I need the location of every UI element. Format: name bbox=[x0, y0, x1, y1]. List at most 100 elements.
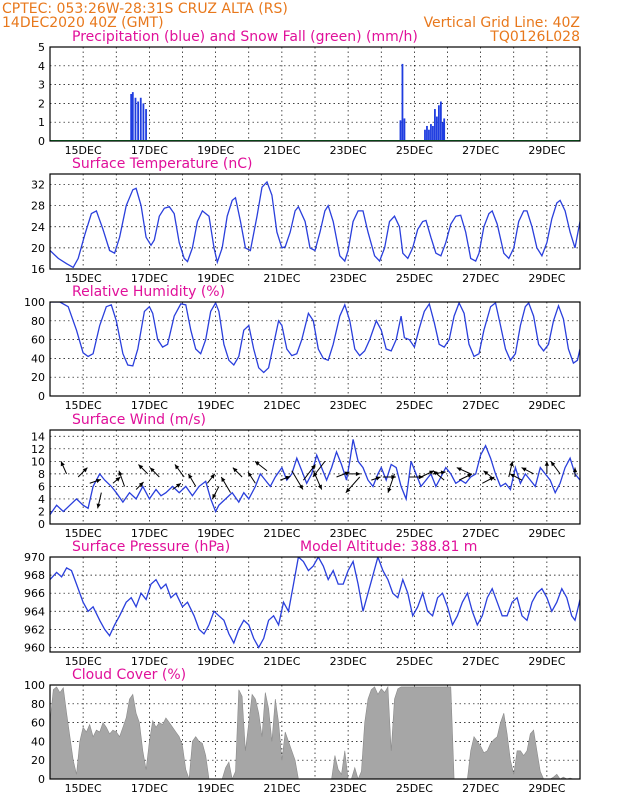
wind-vector-16 bbox=[247, 471, 256, 484]
wind-vector-head-17 bbox=[254, 461, 260, 466]
precip-xtick-0: 15DEC bbox=[65, 144, 102, 157]
cloud-cover-title: Cloud Cover (%) bbox=[72, 667, 186, 683]
cloud-area bbox=[50, 685, 580, 779]
pres-xtick-7: 29DEC bbox=[528, 655, 565, 668]
precip-bar-18 bbox=[439, 101, 442, 141]
precip-bar-17 bbox=[437, 105, 440, 141]
wind-xtick-6: 27DEC bbox=[462, 527, 499, 540]
header-run-time: 14DEC2020 40Z (GMT) bbox=[2, 15, 164, 31]
wind-vector-head-3 bbox=[96, 503, 101, 509]
wind-vector-head-5 bbox=[118, 470, 123, 476]
temp-line-0 bbox=[50, 180, 580, 269]
wind-xtick-2: 19DEC bbox=[197, 527, 234, 540]
temp-xtick-3: 21DEC bbox=[263, 272, 300, 285]
wind-vector-28 bbox=[387, 473, 395, 493]
wind-vector-head-6 bbox=[138, 482, 144, 487]
temp-xtick-0: 15DEC bbox=[65, 272, 102, 285]
precip-bar-4 bbox=[139, 97, 142, 141]
wind-vector-3 bbox=[96, 492, 102, 509]
rh-xtick-0: 15DEC bbox=[65, 399, 102, 412]
wind-vector-37 bbox=[508, 461, 514, 478]
temp-ytick-20: 20 bbox=[31, 242, 45, 255]
precip-bar-3 bbox=[137, 101, 140, 141]
wind-vector-25 bbox=[345, 476, 361, 493]
pres-xtick-2: 19DEC bbox=[197, 655, 234, 668]
rh-xtick-2: 19DEC bbox=[197, 399, 234, 412]
precip-plot-area bbox=[50, 63, 580, 141]
rh-frame bbox=[49, 301, 581, 397]
header-model-id: TQ0126L028 bbox=[489, 29, 580, 45]
wind-vector-head-37 bbox=[509, 461, 514, 467]
rh-ytick-40: 40 bbox=[31, 352, 45, 365]
precip-xtick-6: 27DEC bbox=[462, 144, 499, 157]
pres-line-0 bbox=[50, 557, 580, 649]
wind-ytick-14: 14 bbox=[31, 430, 45, 443]
wind-vector-12 bbox=[206, 473, 216, 484]
wind-line-0 bbox=[50, 439, 580, 515]
wind-xtick-4: 23DEC bbox=[330, 527, 367, 540]
wind-vector-head-22 bbox=[312, 472, 318, 477]
wind-vector-head-34 bbox=[456, 467, 462, 472]
temperature-panel: Surface Temperature (nC) 16 20 24 28 32 15DEC… bbox=[31, 156, 581, 285]
cloud-cover-panel: Cloud Cover (%) 0 20 40 60 80 100 15DEC 17DEC 19… bbox=[24, 667, 581, 795]
wind-vector-8 bbox=[149, 467, 160, 478]
precip-xtick-5: 25DEC bbox=[396, 144, 433, 157]
rh-ytick-80: 80 bbox=[31, 315, 45, 328]
precip-ytick-4: 4 bbox=[38, 60, 45, 73]
temp-ytick-24: 24 bbox=[31, 221, 45, 234]
wind-vector-9 bbox=[172, 482, 182, 490]
wind-vector-42 bbox=[572, 467, 578, 477]
wind-vector-head-30 bbox=[429, 470, 434, 475]
temp-ytick-28: 28 bbox=[31, 200, 45, 213]
wind-xtick-1: 17DEC bbox=[131, 527, 168, 540]
cloud-ytick-60: 60 bbox=[31, 717, 45, 730]
temperature-title: Surface Temperature (nC) bbox=[72, 156, 253, 172]
wind-vector-22 bbox=[312, 461, 326, 478]
wind-ytick-10: 10 bbox=[31, 455, 45, 468]
wind-vector-head-24 bbox=[355, 471, 361, 476]
precip-bar-11 bbox=[426, 125, 428, 141]
cloud-ytick-20: 20 bbox=[31, 754, 45, 767]
wind-vector-head-13 bbox=[212, 493, 217, 499]
precip-ytick-2: 2 bbox=[38, 97, 45, 110]
rh-ytick-20: 20 bbox=[31, 371, 45, 384]
wind-vector-head-10 bbox=[174, 464, 180, 470]
wind-vector-15 bbox=[232, 467, 243, 478]
rh-xtick-1: 17DEC bbox=[131, 399, 168, 412]
wind-vector-19 bbox=[291, 470, 304, 490]
rh-xtick-4: 23DEC bbox=[330, 399, 367, 412]
precip-bar-19 bbox=[441, 122, 444, 141]
pres-xtick-4: 23DEC bbox=[330, 655, 367, 668]
precip-bar-9 bbox=[403, 118, 406, 141]
pres-ytick-964: 964 bbox=[24, 605, 45, 618]
wind-vector-38 bbox=[509, 473, 523, 481]
cloud-xtick-2: 19DEC bbox=[197, 782, 234, 795]
wind-vector-34 bbox=[456, 467, 471, 475]
rh-xtick-6: 27DEC bbox=[462, 399, 499, 412]
humidity-title: Relative Humidity (%) bbox=[72, 284, 225, 300]
wind-vector-10 bbox=[174, 464, 185, 478]
wind-vector-18 bbox=[280, 475, 291, 481]
wind-ytick-0: 0 bbox=[38, 518, 45, 531]
precip-bar-8 bbox=[401, 63, 404, 141]
wind-title: Surface Wind (m/s) bbox=[72, 412, 206, 428]
cloud-ytick-80: 80 bbox=[31, 698, 45, 711]
pressure-title: Surface Pressure (hPa) bbox=[72, 539, 230, 555]
cloud-xtick-3: 21DEC bbox=[263, 782, 300, 795]
wind-vector-head-12 bbox=[210, 473, 215, 479]
pres-xtick-1: 17DEC bbox=[131, 655, 168, 668]
precip-bar-6 bbox=[145, 109, 147, 141]
precip-bar-20 bbox=[443, 118, 446, 141]
wind-vector-39 bbox=[521, 467, 534, 475]
temp-xtick-5: 25DEC bbox=[396, 272, 433, 285]
precip-ytick-3: 3 bbox=[38, 79, 45, 92]
wind-vector-head-15 bbox=[232, 467, 238, 473]
precip-bar-13 bbox=[430, 124, 432, 141]
wind-vector-head-16 bbox=[248, 472, 253, 477]
cloud-frame bbox=[49, 684, 581, 780]
wind-xtick-7: 29DEC bbox=[528, 527, 565, 540]
precip-bar-2 bbox=[134, 97, 137, 141]
wind-vector-6 bbox=[135, 481, 144, 490]
pres-ytick-970: 970 bbox=[24, 551, 45, 564]
